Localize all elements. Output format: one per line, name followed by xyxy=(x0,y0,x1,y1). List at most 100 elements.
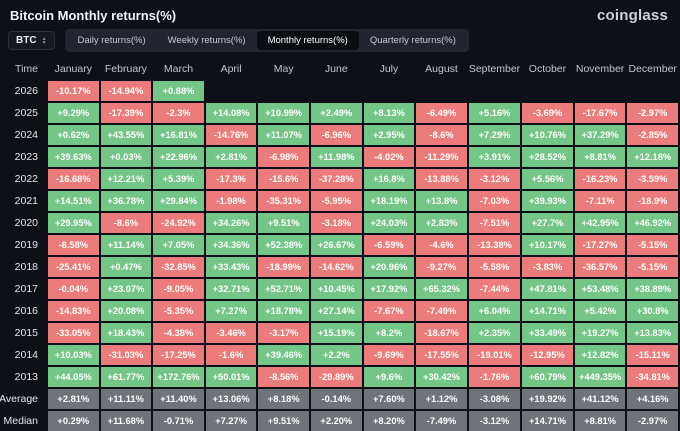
return-cell: +12.21% xyxy=(100,169,152,189)
return-cell: -7.11% xyxy=(574,191,626,211)
return-cell: +27.7% xyxy=(522,213,573,233)
return-cell: +39.93% xyxy=(522,191,573,211)
return-cell: -17.25% xyxy=(153,345,204,365)
return-cell: +61.77% xyxy=(100,367,152,387)
return-cell: -6.98% xyxy=(258,147,309,167)
month-column-header: March xyxy=(163,63,194,75)
return-cell: -17.3% xyxy=(205,169,257,189)
return-cell: -5.35% xyxy=(153,301,204,321)
return-cell: +11.98% xyxy=(311,147,362,167)
return-cell: +41.12% xyxy=(574,389,626,409)
return-cell: +8.18% xyxy=(258,389,309,409)
month-column-header: November xyxy=(575,63,625,75)
return-cell: -3.46% xyxy=(205,323,257,343)
return-cell: +2.81% xyxy=(48,389,99,409)
toolbar: BTC ▲ ▼ Daily returns(%) Weekly returns(%… xyxy=(0,26,680,57)
return-cell: +11.14% xyxy=(100,235,152,255)
return-cell: +16.8% xyxy=(363,169,415,189)
return-cell: -8.6% xyxy=(100,213,152,233)
return-cell: +39.46% xyxy=(258,345,309,365)
return-cell: +23.07% xyxy=(100,279,152,299)
return-cell: -36.57% xyxy=(574,257,626,277)
return-cell: +449.35% xyxy=(574,367,626,387)
row-label-2025: 2025 xyxy=(14,107,38,119)
return-cell: +18.78% xyxy=(258,301,309,321)
row-label-average: Average xyxy=(0,393,38,405)
return-cell: +9.51% xyxy=(258,411,309,431)
return-cell: +8.13% xyxy=(363,103,415,123)
return-cell: +52.71% xyxy=(258,279,309,299)
return-cell: +52.38% xyxy=(258,235,309,255)
return-cell: +13.06% xyxy=(205,389,257,409)
return-cell: +2.49% xyxy=(311,103,362,123)
return-cell: -8.56% xyxy=(258,367,309,387)
return-cell xyxy=(627,81,678,101)
row-label-2015: 2015 xyxy=(14,327,38,339)
return-cell: +7.27% xyxy=(205,301,257,321)
return-cell: -13.88% xyxy=(416,169,467,189)
return-cell: +14.71% xyxy=(522,301,573,321)
return-cell: +3.91% xyxy=(468,147,521,167)
month-column-header: August xyxy=(425,63,458,75)
return-cell: +10.76% xyxy=(522,125,573,145)
return-cell: +20.96% xyxy=(363,257,415,277)
return-cell: +2.35% xyxy=(468,323,521,343)
return-cell: -0.14% xyxy=(311,389,362,409)
row-label-median: Median xyxy=(3,415,38,427)
tab-monthly-returns[interactable]: Monthly returns(%) xyxy=(256,31,359,50)
return-cell: -17.39% xyxy=(100,103,152,123)
return-cell: +60.79% xyxy=(522,367,573,387)
return-cell: +47.81% xyxy=(522,279,573,299)
row-label-2021: 2021 xyxy=(14,195,38,207)
return-cell: -0.04% xyxy=(48,279,99,299)
tab-daily-returns[interactable]: Daily returns(%) xyxy=(77,35,146,46)
row-label-2017: 2017 xyxy=(14,283,38,295)
return-cell: +32.71% xyxy=(205,279,257,299)
return-cell: +5.42% xyxy=(574,301,626,321)
return-cell: -0.71% xyxy=(153,411,204,431)
return-cell: +8.20% xyxy=(363,411,415,431)
return-cell: +6.04% xyxy=(468,301,521,321)
row-label-2023: 2023 xyxy=(14,151,38,163)
return-cell: -12.95% xyxy=(522,345,573,365)
return-cell: -17.55% xyxy=(416,345,467,365)
return-cell: +33.43% xyxy=(205,257,257,277)
return-cell: -7.49% xyxy=(416,301,467,321)
return-cell: -17.27% xyxy=(574,235,626,255)
tab-quarterly-returns[interactable]: Quarterly returns(%) xyxy=(369,35,456,46)
return-cell: -34.81% xyxy=(627,367,678,387)
row-label-2020: 2020 xyxy=(14,217,38,229)
return-cell: -2.97% xyxy=(627,103,678,123)
return-cell: +11.40% xyxy=(153,389,204,409)
return-cell: +9.51% xyxy=(258,213,309,233)
return-cell: +24.03% xyxy=(363,213,415,233)
tab-weekly-returns[interactable]: Weekly returns(%) xyxy=(167,35,246,46)
return-cell: -5.15% xyxy=(627,257,678,277)
return-cell: -3.59% xyxy=(627,169,678,189)
page-title: Bitcoin Monthly returns(%) xyxy=(10,8,177,23)
return-cell: +8.81% xyxy=(574,147,626,167)
return-cell: -24.92% xyxy=(153,213,204,233)
return-cell: -14.94% xyxy=(100,81,152,101)
row-label-2026: 2026 xyxy=(14,85,38,97)
return-cell: -2.85% xyxy=(627,125,678,145)
symbol-select[interactable]: BTC ▲ ▼ xyxy=(8,31,55,50)
return-cell: +8.2% xyxy=(363,323,415,343)
return-cell: +0.47% xyxy=(100,257,152,277)
return-cell: +2.2% xyxy=(311,345,362,365)
return-cell: -16.68% xyxy=(48,169,99,189)
return-cell: +15.19% xyxy=(311,323,362,343)
return-cell: +0.62% xyxy=(48,125,99,145)
return-cell: -29.89% xyxy=(311,367,362,387)
return-cell: +11.11% xyxy=(100,389,152,409)
month-column-header: May xyxy=(273,63,294,75)
return-cell: +33.49% xyxy=(522,323,573,343)
time-column-header: Time xyxy=(15,63,38,75)
return-cell: -17.67% xyxy=(574,103,626,123)
return-cell: +4.16% xyxy=(627,389,678,409)
return-cell: +34.26% xyxy=(205,213,257,233)
return-cell: -2.3% xyxy=(153,103,204,123)
return-cell: -5.58% xyxy=(468,257,521,277)
return-cell: +17.92% xyxy=(363,279,415,299)
return-cell: -13.38% xyxy=(468,235,521,255)
